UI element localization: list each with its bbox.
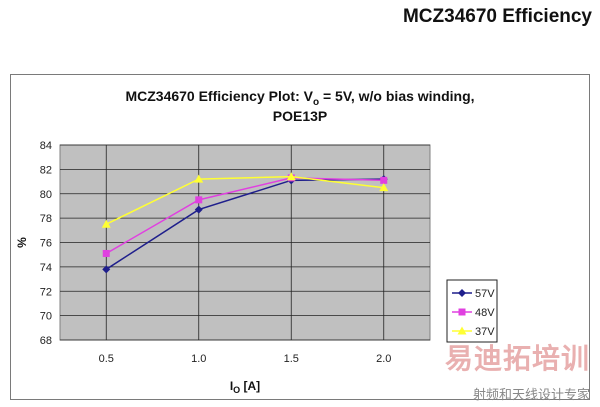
x-tick-label-0: 0.5 [99, 353, 114, 365]
point-37V-3 [379, 183, 389, 192]
legend-marker-37V [457, 326, 467, 335]
point-48V-3 [380, 176, 388, 184]
point-48V-1 [195, 196, 203, 204]
y-axis-label: % [15, 237, 29, 248]
point-48V-0 [102, 249, 110, 257]
y-tick-label-2: 72 [40, 286, 52, 298]
point-57V-0 [102, 265, 111, 274]
y-tick-label-3: 74 [40, 262, 52, 274]
legend-marker-57V [458, 289, 466, 297]
chart-title-line1: MCZ34670 Efficiency Plot: Vo = 5V, w/o b… [125, 88, 475, 108]
y-tick-label-8: 84 [40, 140, 52, 152]
page-heading: MCZ34670 Efficiency [402, 6, 592, 27]
legend-label-48V: 48V [475, 307, 495, 319]
y-tick-label-1: 70 [40, 311, 52, 323]
series-line-48V [105, 177, 384, 255]
watermark-logo: 易迪拓培训 [444, 342, 590, 375]
point-37V-2 [286, 172, 296, 181]
x-axis-label: IO [A] [230, 379, 260, 395]
y-tick-label-4: 76 [40, 238, 52, 250]
watermark-subtitle: 射频和天线设计专家 [472, 388, 590, 403]
legend-marker-48V [458, 308, 466, 316]
x-tick-label-1: 1.0 [191, 353, 206, 365]
point-37V-1 [194, 174, 204, 183]
y-tick-label-6: 80 [40, 189, 52, 201]
legend-label-37V: 37V [475, 326, 495, 338]
series-line-37V [105, 175, 384, 225]
legend-label-57V: 57V [475, 288, 495, 300]
y-tick-label-7: 82 [40, 164, 52, 176]
point-57V-1 [194, 205, 203, 214]
x-tick-label-2: 1.5 [284, 353, 299, 365]
y-tick-label-5: 78 [40, 213, 52, 225]
point-37V-0 [101, 219, 111, 228]
x-tick-label-3: 2.0 [376, 353, 391, 365]
chart-title-line2: POE13P [272, 108, 328, 124]
y-tick-label-0: 68 [40, 335, 52, 347]
